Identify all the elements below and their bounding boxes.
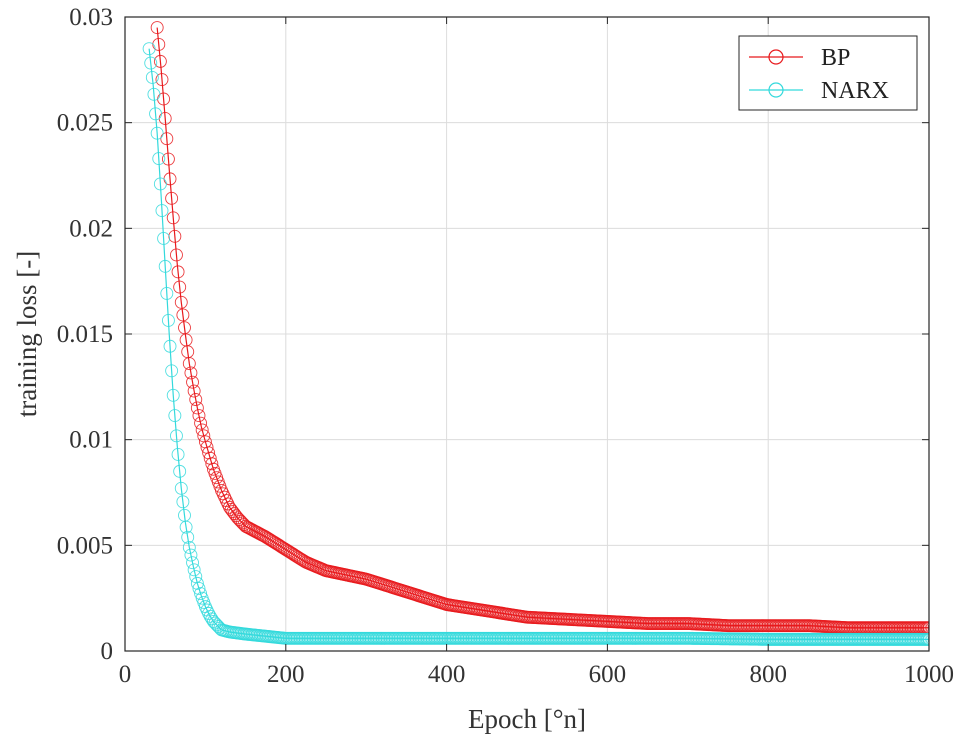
legend-label: NARX bbox=[821, 78, 889, 104]
data-point-marker bbox=[192, 582, 206, 595]
data-point-marker bbox=[147, 87, 161, 101]
series-bp bbox=[150, 21, 929, 635]
data-point-marker bbox=[187, 384, 201, 398]
y-tick-label: 0.005 bbox=[57, 532, 113, 559]
data-point-marker bbox=[189, 570, 203, 584]
data-point-marker bbox=[150, 21, 164, 35]
legend-marker bbox=[768, 82, 784, 98]
x-tick-label: 600 bbox=[589, 661, 627, 688]
data-point-marker bbox=[165, 364, 179, 378]
data-point-marker bbox=[150, 126, 164, 140]
data-point-marker bbox=[142, 42, 156, 56]
y-tick-label: 0.015 bbox=[57, 321, 113, 348]
series-line bbox=[148, 48, 929, 640]
x-tick-label: 400 bbox=[428, 661, 466, 688]
data-point-marker bbox=[149, 107, 163, 121]
data-point-marker bbox=[161, 152, 175, 166]
data-point-marker bbox=[189, 393, 203, 406]
data-point-marker bbox=[157, 232, 171, 245]
legend-marker bbox=[768, 49, 784, 65]
data-point-marker bbox=[184, 366, 198, 380]
x-tick-label: 0 bbox=[119, 661, 132, 688]
x-tick-label: 1000 bbox=[904, 661, 954, 688]
data-point-marker bbox=[184, 548, 198, 562]
data-point-marker bbox=[173, 280, 187, 294]
legend-entries: BP NARX bbox=[749, 45, 889, 104]
data-point-marker bbox=[165, 191, 179, 205]
data-point-marker bbox=[170, 429, 183, 443]
data-point-marker bbox=[232, 513, 246, 526]
data-point-marker bbox=[190, 576, 204, 590]
legend-entry-narx: NARX bbox=[749, 78, 889, 104]
data-point-marker bbox=[187, 563, 201, 577]
data-point-marker bbox=[160, 286, 174, 300]
grid-lines bbox=[125, 17, 929, 651]
data-point-marker bbox=[208, 616, 222, 630]
data-point-marker bbox=[922, 621, 929, 635]
axis-ticks: 0 200 400 600 800 1000 0 0.005 0.01 0.015 0.02 0.02… bbox=[57, 4, 954, 688]
data-point-marker bbox=[178, 321, 191, 335]
x-tick-label: 800 bbox=[749, 661, 787, 688]
data-point-marker bbox=[174, 295, 188, 309]
data-point-marker bbox=[155, 73, 169, 87]
data-point-marker bbox=[186, 556, 199, 570]
y-tick-label: 0.025 bbox=[57, 110, 113, 137]
y-axis-label: training loss [-] bbox=[12, 251, 42, 417]
x-axis-label: Epoch [°n] bbox=[468, 704, 586, 734]
data-point-marker bbox=[163, 339, 177, 353]
data-point-marker bbox=[192, 409, 206, 423]
legend-entry-bp: BP bbox=[749, 45, 850, 71]
data-point-marker bbox=[153, 54, 167, 68]
data-point-marker bbox=[145, 70, 159, 84]
data-point-marker bbox=[152, 152, 166, 166]
data-point-marker bbox=[168, 409, 182, 423]
data-point-marker bbox=[153, 177, 167, 191]
data-point-marker bbox=[182, 357, 196, 371]
data-point-marker bbox=[179, 520, 193, 534]
y-tick-label: 0.01 bbox=[69, 427, 113, 454]
data-point-marker bbox=[170, 248, 183, 262]
data-point-marker bbox=[922, 632, 929, 646]
data-point-marker bbox=[176, 308, 190, 322]
data-point-marker bbox=[190, 401, 204, 415]
series-layer bbox=[142, 21, 929, 646]
data-point-marker bbox=[171, 265, 185, 279]
data-point-marker bbox=[182, 541, 196, 554]
legend-label: BP bbox=[821, 45, 850, 71]
data-point-marker bbox=[158, 259, 172, 273]
data-point-marker bbox=[166, 388, 180, 402]
data-point-marker bbox=[176, 495, 190, 509]
y-tick-label: 0 bbox=[101, 638, 114, 665]
legend-box bbox=[738, 35, 918, 111]
data-point-marker bbox=[174, 481, 188, 495]
data-point-marker bbox=[205, 457, 219, 471]
data-point-marker bbox=[195, 423, 209, 437]
data-point-marker bbox=[186, 375, 199, 389]
data-point-marker bbox=[206, 614, 220, 628]
y-tick-label: 0.03 bbox=[69, 4, 113, 31]
data-point-marker bbox=[237, 518, 251, 532]
y-tick-label: 0.02 bbox=[69, 215, 113, 242]
data-point-marker bbox=[166, 211, 180, 225]
data-point-marker bbox=[161, 314, 175, 327]
data-point-marker bbox=[155, 204, 169, 218]
data-point-marker bbox=[194, 416, 208, 430]
data-point-marker bbox=[181, 530, 195, 544]
data-point-marker bbox=[144, 56, 158, 70]
data-point-marker bbox=[160, 132, 174, 146]
data-point-marker bbox=[173, 464, 187, 478]
data-point-marker bbox=[171, 448, 185, 461]
series-narx bbox=[142, 42, 929, 646]
legend: BP NARX bbox=[738, 35, 918, 111]
x-tick-label: 200 bbox=[267, 661, 305, 688]
data-point-marker bbox=[231, 511, 245, 525]
